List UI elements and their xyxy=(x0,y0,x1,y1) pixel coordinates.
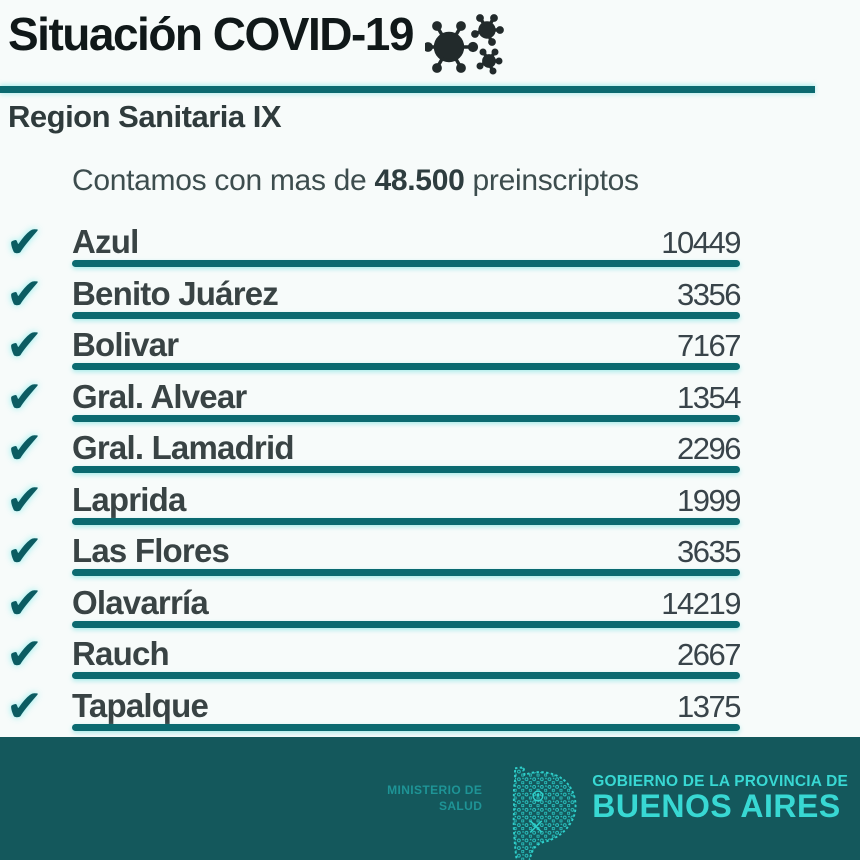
header: Situación COVID-19 xyxy=(0,0,860,81)
page-title: Situación COVID-19 xyxy=(8,8,414,60)
footer-bar: MINISTERIO DE SALUD GOBIERNO DE LA PROV xyxy=(0,737,860,860)
district-row-main: Bolivar 7167 xyxy=(72,326,741,371)
district-name: Gral. Lamadrid xyxy=(72,429,295,467)
district-name: Gral. Alvear xyxy=(72,377,247,415)
ministry-line2: SALUD xyxy=(438,798,483,813)
district-row: ✔ Tapalque 1375 xyxy=(6,679,741,732)
district-row: ✔ Las Flores 3635 xyxy=(6,525,741,578)
district-row-main: Azul 10449 xyxy=(72,223,741,268)
check-icon: ✔ xyxy=(6,268,43,320)
district-row: ✔ Bolivar 7167 xyxy=(6,319,741,372)
district-name: Olavarría xyxy=(72,583,209,621)
intro-prefix: Contamos con mas de xyxy=(72,163,367,197)
district-name: Benito Juárez xyxy=(72,274,279,312)
district-row: ✔ Gral. Alvear 1354 xyxy=(6,370,741,423)
district-row-main: Gral. Alvear 1354 xyxy=(72,377,741,422)
check-icon: ✔ xyxy=(6,423,43,475)
check-icon: ✔ xyxy=(6,217,43,269)
district-count: 14219 xyxy=(661,585,741,621)
district-row-main: Rauch 2667 xyxy=(72,635,741,680)
district-count: 1375 xyxy=(677,688,741,724)
district-row-main: Olavarría 14219 xyxy=(72,583,741,628)
district-row-main: Laprida 1999 xyxy=(72,480,741,525)
district-count: 2667 xyxy=(677,637,741,673)
district-name: Las Flores xyxy=(72,532,230,570)
intro-highlight-number: 48.500 xyxy=(374,163,465,197)
district-row-main: Las Flores 3635 xyxy=(72,532,741,577)
district-row: ✔ Rauch 2667 xyxy=(6,628,741,681)
district-name: Tapalque xyxy=(72,686,209,724)
district-name: Azul xyxy=(72,223,139,261)
district-count: 1354 xyxy=(677,379,741,415)
check-icon: ✔ xyxy=(6,320,43,372)
district-list: ✔ Azul 10449 ✔ Benito Juárez 3356 ✔ Boli… xyxy=(0,216,860,731)
check-icon: ✔ xyxy=(6,629,43,681)
district-row-main: Benito Juárez 3356 xyxy=(72,274,741,319)
ministry-label: MINISTERIO DE SALUD xyxy=(387,783,482,814)
virus-icon xyxy=(423,14,509,81)
gov-line2: BUENOS AIRES xyxy=(592,788,841,825)
district-count: 3356 xyxy=(677,276,741,312)
district-count: 7167 xyxy=(677,328,741,364)
subtitle: Region Sanitaria IX xyxy=(8,99,282,134)
district-count: 2296 xyxy=(677,431,741,467)
government-label: GOBIERNO DE LA PROVINCIA DE BUENOS AIRES xyxy=(592,774,848,822)
district-row-main: Gral. Lamadrid 2296 xyxy=(72,429,741,474)
district-count: 10449 xyxy=(661,225,741,261)
district-count: 3635 xyxy=(677,534,741,570)
district-name: Bolivar xyxy=(72,326,179,364)
check-icon: ✔ xyxy=(6,577,43,629)
district-row: ✔ Benito Juárez 3356 xyxy=(6,267,741,320)
district-row: ✔ Laprida 1999 xyxy=(6,473,741,526)
district-count: 1999 xyxy=(677,482,741,518)
intro-suffix: preinscriptos xyxy=(472,163,639,197)
district-row-main: Tapalque 1375 xyxy=(72,686,741,731)
district-name: Rauch xyxy=(72,635,170,673)
ministry-line1: MINISTERIO DE xyxy=(387,782,483,797)
district-row: ✔ Olavarría 14219 xyxy=(6,576,741,629)
district-name: Laprida xyxy=(72,480,186,518)
district-row: ✔ Gral. Lamadrid 2296 xyxy=(6,422,741,475)
buenos-aires-province-logo xyxy=(494,761,580,860)
gov-line1: GOBIERNO DE LA PROVINCIA DE xyxy=(592,773,848,791)
district-row: ✔ Azul 10449 xyxy=(6,216,741,269)
check-icon: ✔ xyxy=(6,526,43,578)
intro-text: Contamos con mas de 48.500 preinscriptos xyxy=(72,164,860,198)
check-icon: ✔ xyxy=(6,474,43,526)
check-icon: ✔ xyxy=(6,371,43,423)
check-icon: ✔ xyxy=(6,680,43,732)
header-divider xyxy=(0,86,815,93)
